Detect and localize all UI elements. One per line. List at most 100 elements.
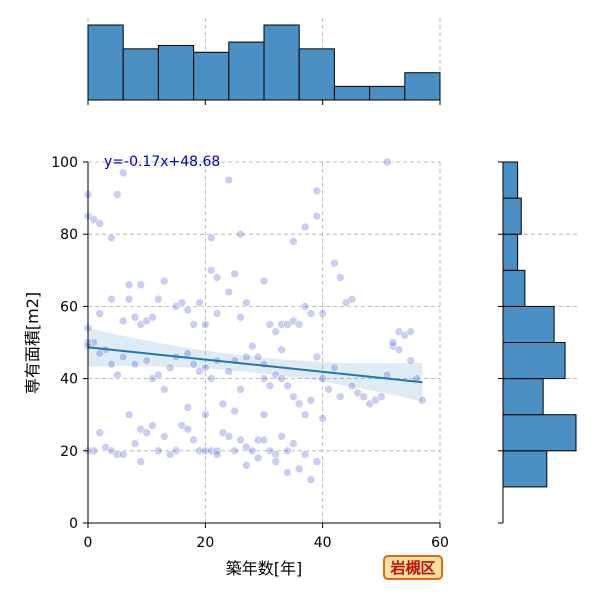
scatter-point — [89, 446, 99, 456]
scatter-point — [154, 446, 163, 456]
scatter-point — [289, 237, 298, 246]
scatter-point — [224, 367, 234, 376]
x-tick-label: 40 — [314, 535, 332, 551]
scatter-point — [289, 439, 298, 448]
scatter-point — [159, 385, 169, 394]
scatter-point — [159, 276, 169, 286]
y-axis-label: 専有面積[m2] — [23, 292, 42, 394]
scatter-point — [312, 211, 322, 221]
scatter-point — [206, 374, 216, 383]
scatter-point — [335, 273, 345, 282]
regression-line-group — [87, 346, 423, 384]
scatter-point — [165, 363, 175, 373]
scatter-point — [183, 403, 193, 412]
top-hist-bar — [228, 41, 265, 101]
scatter-point — [118, 352, 128, 362]
scatter-point — [253, 453, 263, 463]
scatter-point — [212, 273, 222, 282]
scatter-point — [265, 381, 275, 391]
scatter-point — [283, 381, 292, 391]
top-hist-bar — [404, 72, 441, 101]
scatter-point — [177, 298, 187, 308]
scatter-point — [189, 435, 198, 445]
x-ticks: 0 20 40 60 — [84, 523, 449, 551]
top-hist-bar — [263, 24, 300, 101]
scatter-point — [406, 356, 415, 365]
top-hist-bar — [298, 48, 335, 101]
scatter-point — [95, 349, 105, 358]
scatter-point — [195, 298, 204, 308]
scatter-point — [148, 421, 157, 430]
y-tick-label: 40 — [60, 372, 78, 388]
y-tick-label: 20 — [60, 444, 78, 460]
scatter-point — [312, 352, 322, 362]
scatter-point — [136, 457, 146, 466]
scatter-point — [107, 359, 116, 369]
right-hist-bar — [502, 269, 526, 307]
scatter-point — [271, 450, 281, 459]
y-tick-label: 80 — [60, 227, 78, 243]
scatter-point — [242, 460, 251, 470]
scatter-point — [271, 457, 281, 466]
scatter-point — [259, 410, 269, 420]
scatter-point — [253, 435, 263, 445]
scatter-point — [136, 280, 146, 290]
scatter-point — [318, 414, 327, 423]
scatter-point — [95, 219, 105, 228]
scatter-point — [201, 410, 210, 420]
x-tick-label: 20 — [196, 535, 214, 551]
scatter-point — [107, 294, 116, 304]
scatter-point — [206, 233, 216, 243]
scatter-point — [224, 287, 234, 297]
scatter-point — [277, 374, 286, 383]
scatter-point — [300, 450, 310, 459]
scatter-point — [201, 446, 210, 456]
scatter-point — [259, 276, 269, 286]
top-hist-bar — [157, 44, 195, 101]
top-hist-bar — [87, 24, 124, 101]
scatter-point — [277, 432, 286, 441]
scatter-point — [124, 280, 134, 290]
scatter-point — [130, 439, 140, 448]
scatter-point — [159, 432, 169, 441]
top-hist-bar — [369, 85, 406, 101]
scatter-point — [312, 186, 322, 196]
right-hist-bar — [502, 378, 544, 416]
scatter-point — [183, 305, 193, 315]
scatter-point — [218, 399, 228, 409]
top-hist-bar — [333, 85, 371, 101]
scatter-point — [242, 352, 251, 362]
scatter-point — [230, 269, 239, 279]
scatter-point — [201, 363, 210, 373]
scatter-point — [283, 446, 292, 456]
scatter-point — [259, 374, 269, 383]
scatter-point — [253, 352, 263, 362]
scatter-point — [335, 392, 345, 401]
y-ticks: 0 20 40 60 80 100 — [51, 155, 88, 532]
scatter-point — [154, 370, 163, 380]
scatter-point — [406, 327, 415, 336]
scatter-point — [359, 392, 369, 401]
scatter-point — [154, 294, 163, 304]
top-hist-bar — [193, 51, 230, 101]
scatter-points — [83, 157, 427, 484]
regression-equation: y=-0.17x+48.68 — [104, 154, 220, 170]
scatter-point — [142, 428, 151, 438]
scatter-point — [294, 399, 304, 409]
scatter-point — [113, 450, 122, 459]
scatter-point — [206, 265, 216, 275]
scatter-point — [113, 370, 122, 380]
scatter-point — [113, 190, 122, 199]
scatter-point — [300, 410, 310, 420]
scatter-point — [382, 157, 392, 167]
scatter-point — [171, 446, 181, 456]
scatter-point — [306, 309, 316, 318]
scatter-point — [330, 258, 339, 268]
axes-lines — [87, 162, 440, 524]
scatter-point — [212, 446, 222, 456]
scatter-point — [318, 374, 327, 383]
scatter-point — [236, 312, 245, 322]
scatter-point — [130, 312, 140, 322]
